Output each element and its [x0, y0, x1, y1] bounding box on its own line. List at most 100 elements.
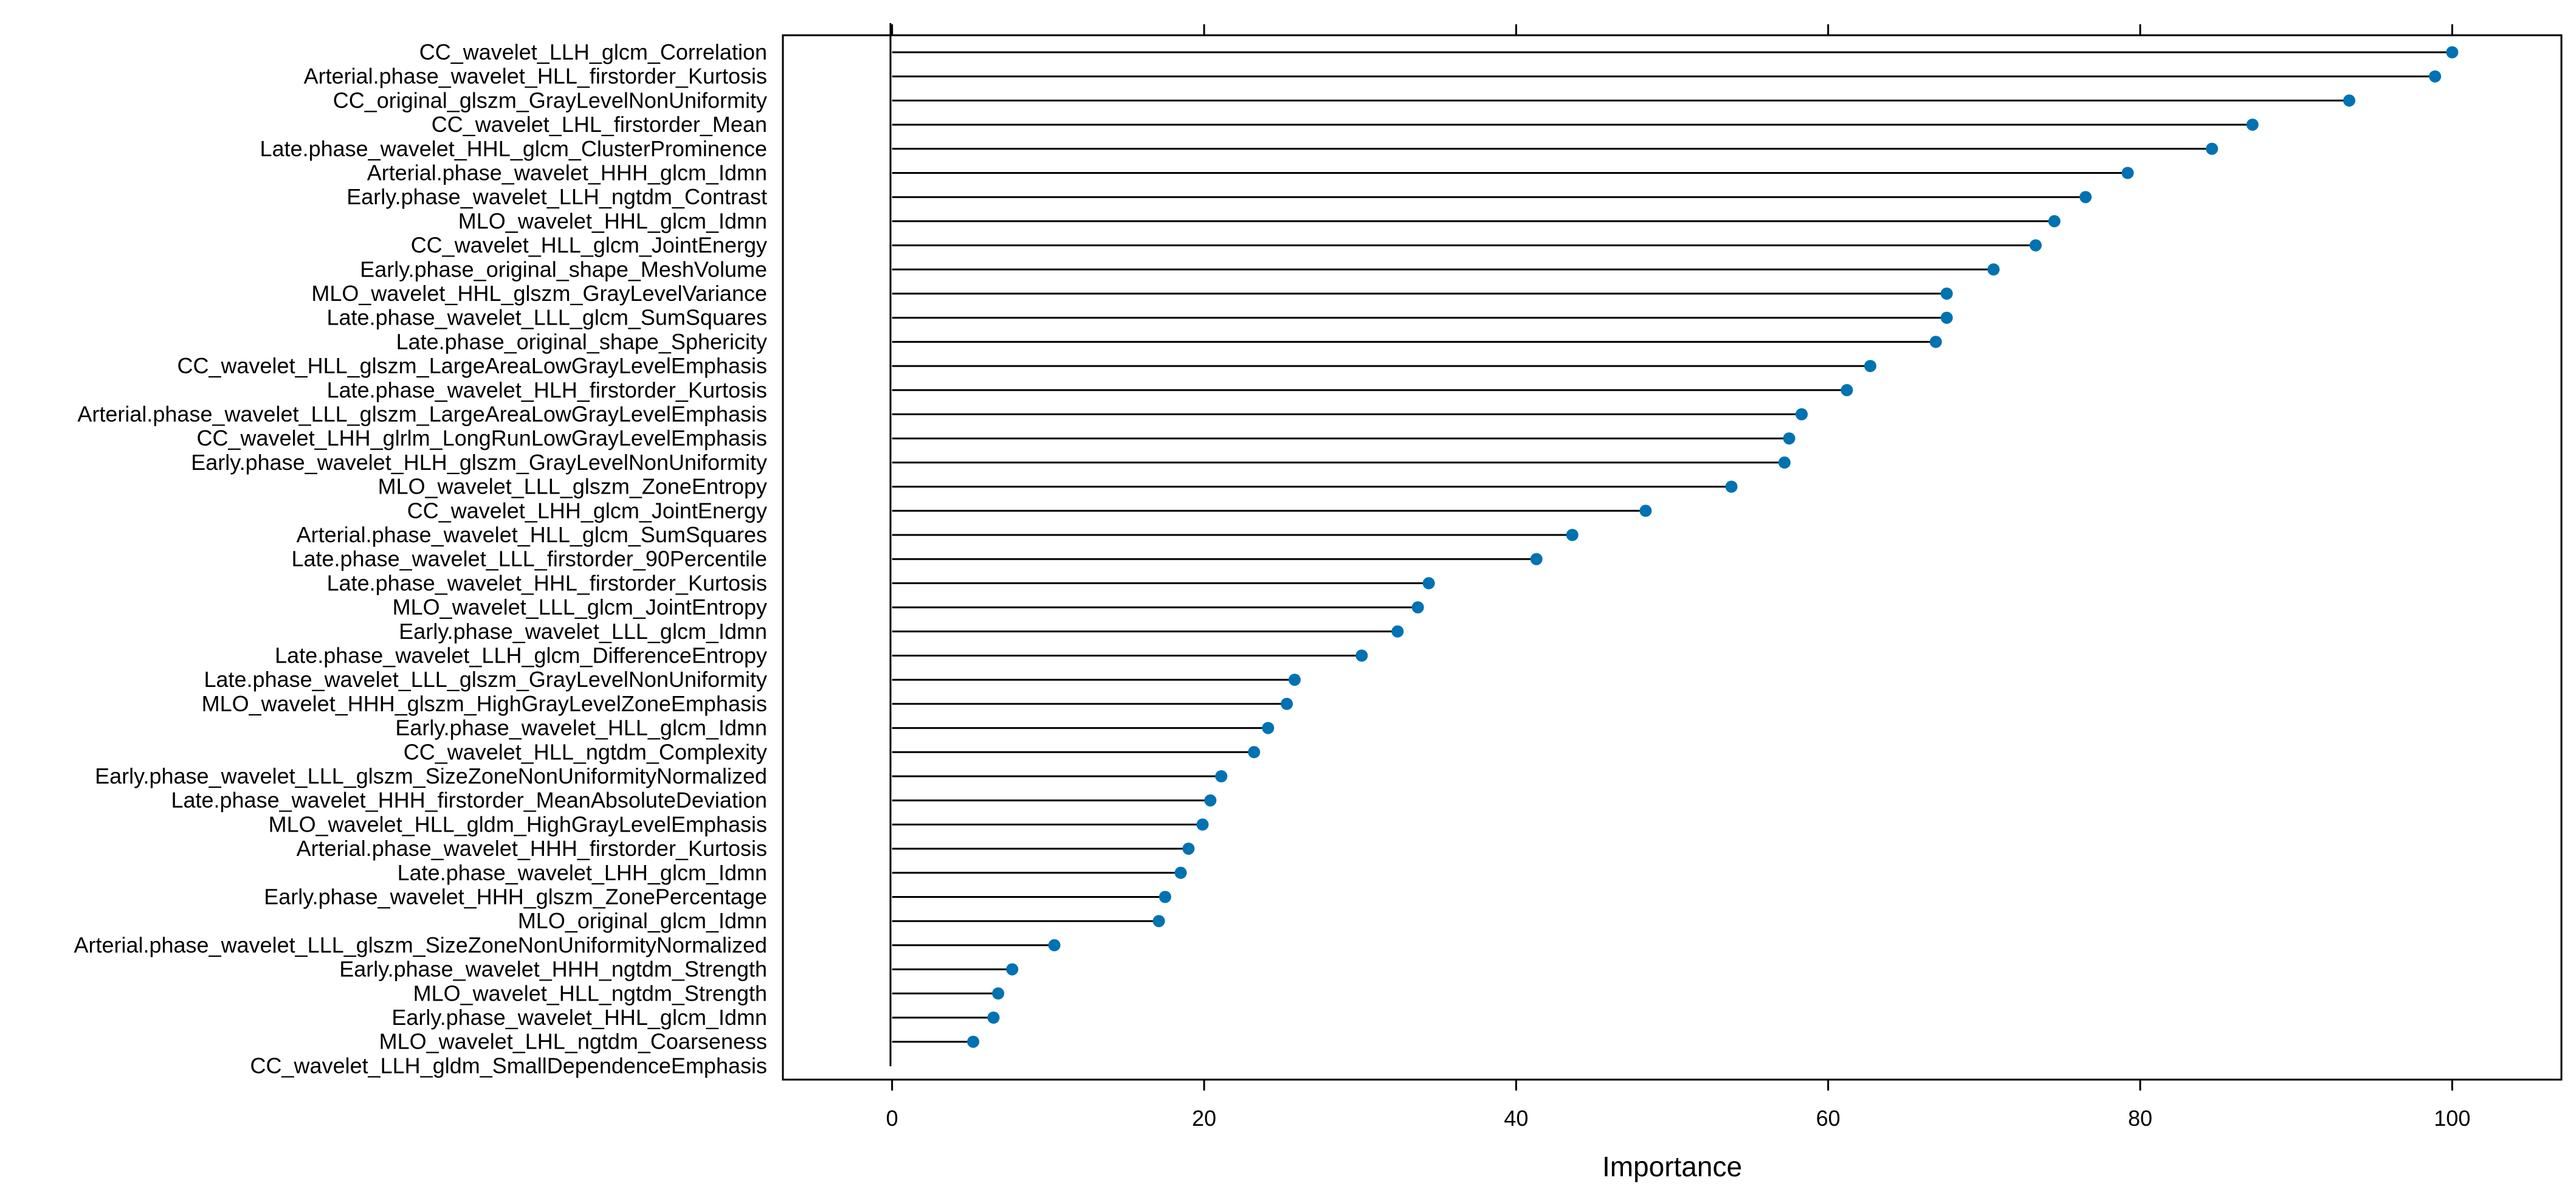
feature-label: CC_wavelet_LLH_gldm_SmallDependenceEmpha…	[250, 1053, 767, 1078]
feature-label: Late.phase_wavelet_HHL_glcm_ClusterPromi…	[260, 136, 767, 161]
feature-label: CC_wavelet_LLH_glcm_Correlation	[419, 40, 767, 64]
feature-label: Late.phase_wavelet_HHL_firstorder_Kurtos…	[327, 570, 767, 595]
feature-row: Early.phase_wavelet_HHL_glcm_Idmn	[391, 1005, 1000, 1030]
feature-label: CC_wavelet_LHH_glrlm_LongRunLowGrayLevel…	[197, 426, 767, 450]
feature-label: Early.phase_wavelet_HLH_glszm_GrayLevelN…	[191, 450, 767, 475]
feature-label: Late.phase_wavelet_LLL_glcm_SumSquares	[327, 305, 767, 330]
feature-row: Arterial.phase_wavelet_HLL_firstorder_Ku…	[304, 64, 2442, 89]
feature-label: Early.phase_wavelet_HHH_ngtdm_Strength	[339, 957, 767, 982]
feature-row: Late.phase_wavelet_HHL_firstorder_Kurtos…	[327, 570, 1435, 595]
x-axis-title: Importance	[1602, 1151, 1742, 1182]
importance-point	[2121, 167, 2134, 179]
importance-point	[1174, 866, 1187, 879]
feature-label: CC_wavelet_LHL_firstorder_Mean	[432, 112, 767, 137]
feature-row: Arterial.phase_wavelet_LLL_glszm_SizeZon…	[74, 933, 1061, 957]
x-tick-label-100: 100	[2434, 1106, 2470, 1131]
feature-label: MLO_wavelet_HHL_glszm_GrayLevelVariance	[311, 281, 767, 306]
importance-point	[1530, 553, 1543, 565]
feature-label: CC_wavelet_HLL_glcm_JointEnergy	[411, 233, 767, 258]
feature-row: CC_wavelet_HLL_glcm_JointEnergy	[411, 233, 2042, 258]
feature-label: Arterial.phase_wavelet_LLL_glszm_LargeAr…	[77, 402, 767, 427]
feature-rows: CC_wavelet_LLH_glcm_CorrelationArterial.…	[74, 40, 2459, 1078]
importance-point	[1796, 408, 1808, 421]
feature-label: MLO_wavelet_HLL_gldm_HighGrayLevelEmphas…	[269, 812, 767, 836]
feature-row: Late.phase_original_shape_Sphericity	[396, 329, 1942, 354]
feature-row: MLO_wavelet_HLL_ngtdm_Strength	[413, 981, 1005, 1005]
feature-row: MLO_original_glcm_Idmn	[518, 908, 1165, 933]
feature-label: CC_wavelet_LHH_glcm_JointEnergy	[407, 498, 767, 523]
feature-label: Late.phase_original_shape_Sphericity	[396, 329, 767, 354]
importance-point	[1391, 625, 1404, 638]
feature-label: Early.phase_original_shape_MeshVolume	[360, 257, 767, 281]
importance-point	[1864, 360, 1876, 373]
importance-point	[1248, 746, 1261, 759]
feature-label: CC_wavelet_HLL_ngtdm_Complexity	[404, 739, 767, 764]
feature-label: MLO_wavelet_LLL_glszm_ZoneEntropy	[378, 474, 767, 499]
feature-label: MLO_wavelet_LHL_ngtdm_Coarseness	[379, 1029, 767, 1054]
importance-point	[987, 1012, 1000, 1024]
importance-point	[1422, 577, 1435, 590]
x-tick-label-40: 40	[1504, 1106, 1528, 1131]
x-tick-label-80: 80	[2128, 1106, 2152, 1131]
feature-row: CC_wavelet_LLH_glcm_Correlation	[419, 40, 2459, 64]
feature-label: Arterial.phase_wavelet_HLL_glcm_SumSquar…	[297, 522, 767, 547]
feature-row: Early.phase_wavelet_HLH_glszm_GrayLevelN…	[191, 450, 1791, 475]
importance-point	[2246, 119, 2259, 131]
feature-label: Early.phase_wavelet_LLL_glszm_SizeZoneNo…	[95, 764, 767, 788]
feature-row: MLO_wavelet_HHH_glszm_HighGrayLevelZoneE…	[202, 691, 1293, 716]
importance-point	[1355, 649, 1368, 662]
importance-point	[2446, 46, 2459, 58]
feature-label: Late.phase_wavelet_HHH_firstorder_MeanAb…	[171, 788, 767, 813]
importance-point	[967, 1035, 980, 1048]
feature-label: Arterial.phase_wavelet_HHH_firstorder_Ku…	[297, 836, 767, 861]
importance-point	[1783, 432, 1796, 445]
feature-row: Arterial.phase_wavelet_HHH_firstorder_Ku…	[297, 836, 1195, 861]
x-axis: 0 20 40 60 80 100	[886, 24, 2470, 1131]
importance-point	[2206, 142, 2219, 155]
feature-row: Early.phase_wavelet_HLL_glcm_Idmn	[395, 715, 1275, 740]
plot-frame	[782, 34, 2563, 1081]
importance-point	[1281, 697, 1293, 710]
importance-point	[1262, 722, 1275, 734]
importance-point	[1987, 263, 2000, 276]
feature-row: MLO_wavelet_HHL_glcm_Idmn	[458, 209, 2061, 233]
feature-label: Early.phase_wavelet_HLL_glcm_Idmn	[395, 715, 767, 740]
feature-row: Late.phase_wavelet_LLH_glcm_DifferenceEn…	[275, 643, 1368, 668]
x-tick-label-0: 0	[886, 1106, 898, 1131]
feature-row: Late.phase_wavelet_LHH_glcm_Idmn	[398, 860, 1187, 885]
feature-row: CC_wavelet_LHH_glrlm_LongRunLowGrayLevel…	[197, 426, 1796, 450]
feature-label: Early.phase_wavelet_LLL_glcm_Idmn	[399, 619, 767, 644]
x-tick-label-60: 60	[1816, 1106, 1841, 1131]
feature-label: MLO_original_glcm_Idmn	[518, 908, 767, 933]
importance-point	[1841, 384, 1853, 396]
importance-point	[2343, 94, 2355, 107]
feature-row: Late.phase_wavelet_LLL_glszm_GrayLevelNo…	[204, 667, 1301, 692]
feature-row: CC_original_glszm_GrayLevelNonUniformity	[333, 88, 2355, 112]
feature-row: Arterial.phase_wavelet_LLL_glszm_LargeAr…	[77, 402, 1808, 427]
importance-point	[2429, 70, 2442, 83]
feature-row: CC_wavelet_HLL_glszm_LargeAreaLowGrayLev…	[177, 353, 1876, 378]
importance-point	[992, 987, 1005, 1000]
importance-point	[2030, 239, 2042, 252]
importance-point	[1006, 963, 1019, 976]
feature-label: Early.phase_wavelet_HHL_glcm_Idmn	[391, 1005, 767, 1030]
feature-label: Arterial.phase_wavelet_LLL_glszm_SizeZon…	[74, 933, 767, 957]
feature-label: Late.phase_wavelet_HLH_firstorder_Kurtos…	[327, 378, 767, 402]
importance-point	[1288, 674, 1301, 686]
feature-row: Late.phase_wavelet_HHH_firstorder_MeanAb…	[171, 788, 1217, 813]
feature-row: CC_wavelet_LHH_glcm_JointEnergy	[407, 498, 1652, 523]
feature-row: Early.phase_wavelet_HHH_ngtdm_Strength	[339, 957, 1019, 982]
feature-label: CC_original_glszm_GrayLevelNonUniformity	[333, 88, 767, 112]
feature-row: Late.phase_wavelet_HHL_glcm_ClusterPromi…	[260, 136, 2219, 161]
feature-label: Arterial.phase_wavelet_HHH_glcm_Idmn	[367, 160, 767, 185]
importance-point	[1940, 311, 1953, 324]
feature-label: Late.phase_wavelet_LLL_firstorder_90Perc…	[291, 546, 767, 571]
feature-row: Early.phase_original_shape_MeshVolume	[360, 257, 2000, 281]
feature-label: Late.phase_wavelet_LLH_glcm_DifferenceEn…	[275, 643, 767, 668]
importance-point	[1159, 891, 1171, 903]
feature-row: Late.phase_wavelet_LLL_firstorder_90Perc…	[291, 546, 1543, 571]
importance-point	[1778, 456, 1791, 469]
feature-label: Late.phase_wavelet_LLL_glszm_GrayLevelNo…	[204, 667, 767, 692]
importance-point	[1411, 601, 1424, 614]
